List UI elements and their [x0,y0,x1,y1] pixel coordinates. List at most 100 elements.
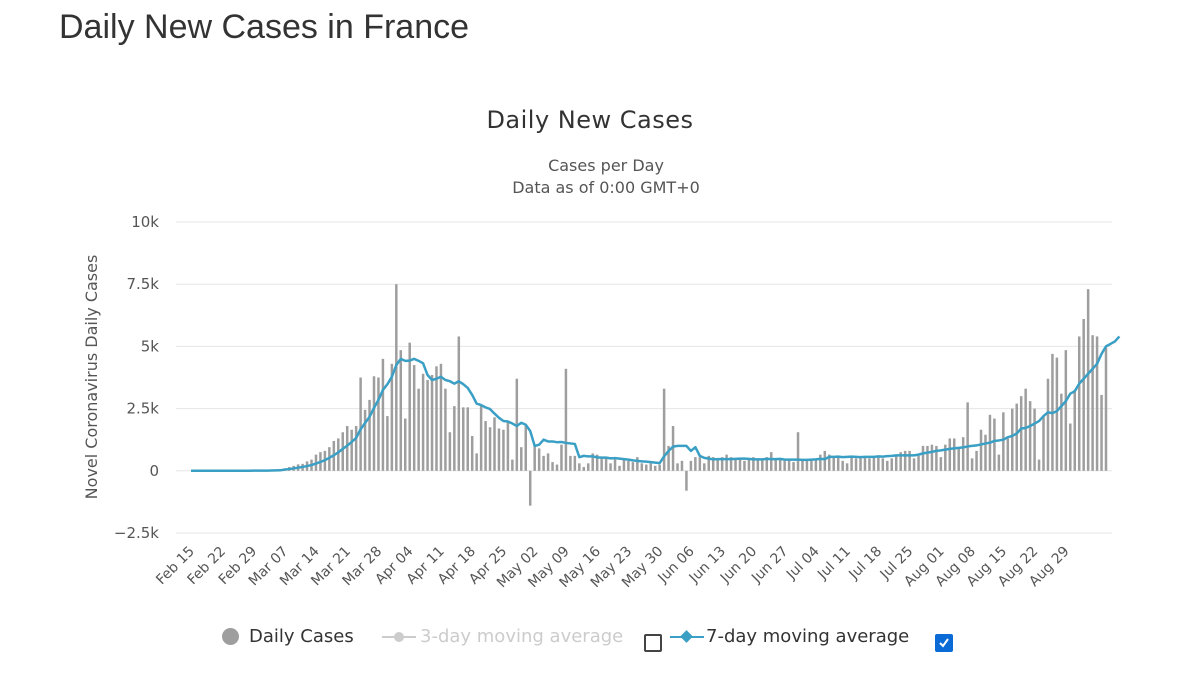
daily-cases-bar [984,434,987,471]
daily-cases-bar [658,464,661,471]
daily-cases-bar [966,402,969,471]
daily-cases-bar [796,432,800,471]
daily-cases-bar [926,445,929,471]
daily-cases-bar [734,459,737,471]
daily-cases-bar [761,459,764,471]
daily-cases-bar [729,457,733,471]
daily-cases-bar [810,459,813,471]
daily-cases-bar [475,453,478,471]
daily-cases-bar [1046,378,1050,471]
daily-cases-bar [845,463,849,471]
daily-cases-bar [769,452,773,471]
daily-cases-bar [939,457,943,471]
daily-cases-dot-icon [222,628,239,645]
daily-cases-bar [1006,438,1010,471]
daily-cases-bar [627,460,630,471]
seven-day-average-series [191,335,1121,473]
daily-cases-bar [877,455,880,471]
daily-cases-bar [555,464,559,471]
seven-day-average-line [191,335,1121,473]
daily-cases-bar [1073,389,1077,471]
daily-cases-bar [716,458,719,471]
page-title: Daily New Cases in France [59,8,470,46]
daily-cases-bar [828,454,831,471]
daily-cases-bar [667,445,670,471]
daily-cases-bar [917,455,920,471]
daily-cases-bar [582,467,586,471]
daily-cases-bar [435,366,438,471]
daily-cases-bar [1033,408,1036,471]
daily-cases-bar [881,458,885,471]
daily-cases-bar [711,457,715,471]
daily-cases-bar [613,459,617,471]
daily-cases-bar [462,407,465,471]
daily-cases-bar [439,363,443,471]
daily-cases-bar [778,458,782,471]
daily-cases-bar [756,458,760,471]
legend: Daily Cases 3-day moving average 7-day m… [0,626,1200,656]
daily-cases-bar [814,458,818,471]
daily-cases-bar [725,454,728,471]
daily-cases-bar [1037,459,1041,471]
daily-cases-bar [457,336,461,471]
daily-cases-bar [1028,401,1032,471]
daily-cases-bar [961,437,965,471]
daily-cases-bar [930,444,934,471]
chart-title: Daily New Cases [486,106,693,134]
daily-cases-bar [542,455,545,471]
daily-cases-bar [1082,319,1085,471]
daily-cases-bar [1095,336,1099,471]
daily-cases-bar [1011,408,1014,471]
daily-cases-bar [975,450,978,471]
daily-cases-bar [886,460,889,471]
daily-cases-bar [707,455,711,471]
legend-7day-label: 7-day moving average [706,626,910,647]
daily-cases-bar [1091,335,1094,471]
daily-cases-bar [537,448,541,471]
daily-cases-bar [680,460,684,471]
daily-cases-bar [890,458,894,471]
daily-cases-bar [493,417,496,471]
daily-cases-bar [957,448,960,471]
x-tick-label: Jul 11 [814,544,854,584]
daily-cases-bar [694,457,697,471]
daily-cases-bar [1064,350,1068,471]
daily-cases-bar [952,438,956,471]
daily-cases-bar [417,388,420,471]
daily-cases-bar [765,457,769,471]
daily-cases-bar [444,388,447,471]
daily-cases-bar [631,462,635,471]
daily-cases-bar [399,350,403,471]
daily-cases-bar [792,462,795,471]
daily-cases-bar [506,421,510,471]
daily-cases-bar [377,377,380,471]
daily-cases-bar [403,418,407,471]
daily-cases-bar [430,375,434,471]
checkmark-icon [939,638,949,648]
daily-cases-bar [390,363,394,471]
daily-cases-bar [747,458,751,471]
daily-cases-bar [533,444,536,471]
daily-cases-bar [359,377,362,471]
daily-cases-bar [1077,336,1081,471]
daily-cases-bar [604,458,608,471]
daily-cases-bar [720,457,724,471]
daily-cases-bar [363,409,367,471]
7day-average-checkbox[interactable] [935,634,953,652]
legend-3day-average[interactable]: 3-day moving average [382,626,623,647]
legend-daily-cases[interactable]: Daily Cases [222,626,354,647]
daily-cases-bar [1002,412,1005,471]
daily-cases-bar [805,460,809,471]
7day-line-marker-icon [670,629,704,645]
daily-cases-bar [854,458,858,471]
daily-cases-bar [703,463,706,471]
daily-cases-bar [484,421,487,471]
daily-cases-bar [551,462,554,471]
daily-cases-bar [836,455,840,471]
legend-3day-label: 3-day moving average [420,626,624,647]
daily-cases-bar [381,358,385,471]
legend-7day-average[interactable]: 7-day moving average [670,626,909,647]
3day-average-checkbox[interactable] [644,634,662,652]
y-axis-title: Novel Coronavirus Daily Cases [82,255,101,500]
legend-daily-cases-label: Daily Cases [249,626,354,647]
